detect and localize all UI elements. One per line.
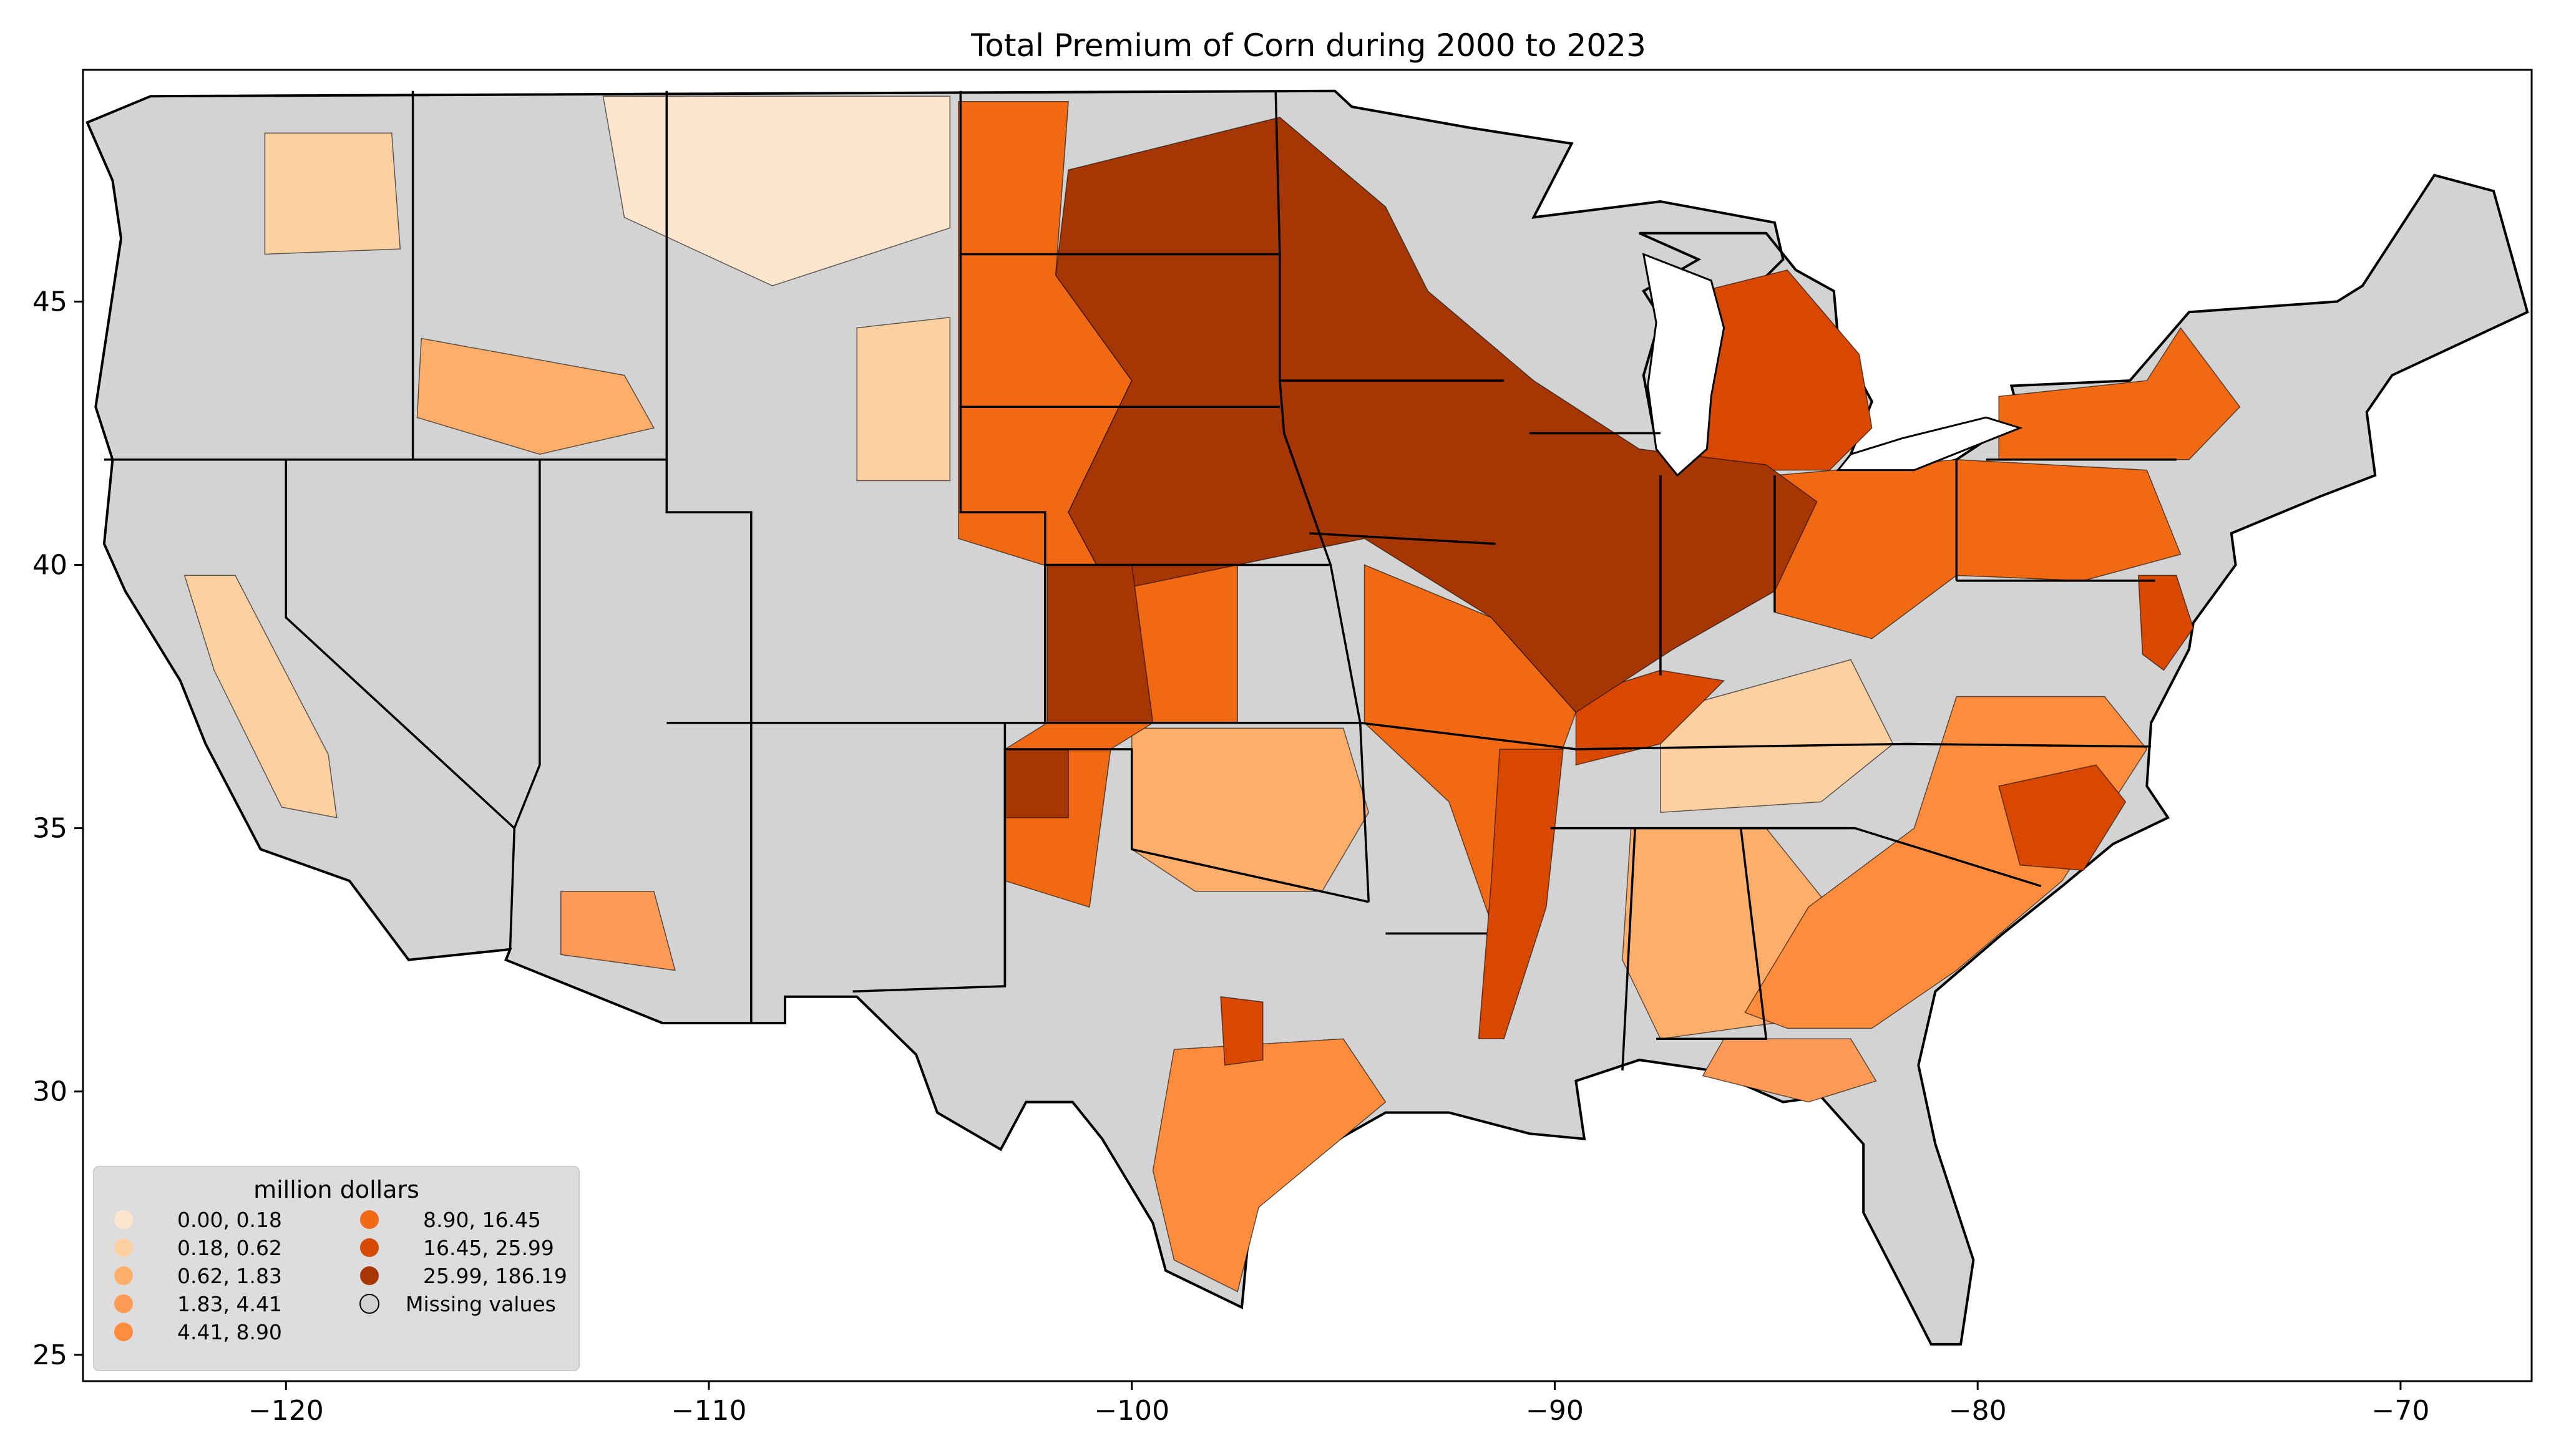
legend-swatch bbox=[359, 1294, 379, 1314]
y-tick-label: 25 bbox=[32, 1339, 67, 1371]
region-texas-panhandle bbox=[1004, 749, 1069, 818]
legend-entry-label: 0.62, 1.83 bbox=[177, 1264, 282, 1288]
state-border-line bbox=[1550, 827, 2042, 888]
legend-entry-label: 4.41, 8.90 bbox=[177, 1320, 282, 1344]
region-lower-mississippi bbox=[1478, 749, 1564, 1040]
region-kentucky-tennessee-corn bbox=[1575, 669, 1725, 766]
legend: million dollars 0.00, 0.18 0.18, 0.62 0.62… bbox=[93, 1166, 580, 1371]
y-tick-label: 45 bbox=[32, 286, 67, 318]
legend-box bbox=[93, 1166, 580, 1371]
region-arizona-gila bbox=[560, 891, 676, 971]
legend-swatch bbox=[114, 1266, 133, 1285]
state-border-line bbox=[509, 459, 541, 949]
x-axis: −120 −110 −100 −90 −80 −70 bbox=[248, 1381, 2429, 1427]
lake-michigan bbox=[1642, 253, 1725, 477]
state-border-line bbox=[1309, 532, 1496, 545]
y-tick-label: 40 bbox=[32, 550, 67, 581]
x-tick-label: −70 bbox=[2371, 1395, 2429, 1427]
legend-entry-label: 16.45, 25.99 bbox=[423, 1236, 554, 1260]
region-tennessee-kentucky-east bbox=[1660, 659, 1894, 813]
legend-swatch bbox=[114, 1323, 133, 1341]
legend-entry-label: 0.18, 0.62 bbox=[177, 1236, 282, 1260]
region-idaho-snake-river bbox=[416, 337, 655, 455]
legend-swatch bbox=[360, 1210, 379, 1229]
legend-entry-label: Missing values bbox=[406, 1292, 556, 1316]
lake-erie bbox=[1836, 416, 2023, 472]
x-tick-label: −120 bbox=[248, 1395, 324, 1427]
region-central-valley bbox=[183, 575, 338, 818]
legend-swatch bbox=[114, 1238, 133, 1257]
state-borders bbox=[104, 90, 2177, 1070]
legend-swatch bbox=[114, 1294, 133, 1313]
state-border-line bbox=[1005, 722, 2152, 750]
region-central-washington bbox=[264, 132, 401, 255]
y-axis: 25 30 35 40 45 bbox=[32, 286, 83, 1371]
state-border-line bbox=[285, 459, 515, 829]
state-border-line bbox=[1656, 828, 1768, 1041]
region-delmarva bbox=[2137, 575, 2194, 671]
x-tick-label: −90 bbox=[1526, 1395, 1584, 1427]
legend-entry-label: 8.90, 16.45 bbox=[423, 1208, 541, 1232]
state-border-line bbox=[665, 90, 753, 1023]
legend-entry-label: 1.83, 4.41 bbox=[177, 1292, 282, 1316]
state-border-line bbox=[1621, 828, 1636, 1070]
x-tick-label: −80 bbox=[1949, 1395, 2007, 1427]
state-border-line bbox=[852, 748, 1369, 993]
legend-swatch bbox=[114, 1210, 133, 1229]
legend-swatch bbox=[360, 1266, 379, 1285]
region-wyoming-platte bbox=[856, 316, 951, 482]
y-tick-label: 35 bbox=[32, 813, 67, 845]
region-montana-scattered bbox=[602, 95, 951, 286]
legend-title: million dollars bbox=[253, 1176, 419, 1203]
region-oklahoma-north-texas bbox=[1131, 727, 1370, 892]
region-texas-gulf-coast bbox=[1152, 1038, 1387, 1293]
region-corn-belt-core bbox=[1055, 117, 1818, 713]
chart-title: Total Premium of Corn during 2000 to 202… bbox=[970, 27, 1646, 64]
region-central-texas bbox=[1220, 996, 1264, 1066]
plot-frame bbox=[82, 69, 2533, 1382]
county-regions bbox=[183, 95, 2241, 1293]
region-eastern-north-carolina bbox=[1998, 764, 2127, 871]
legend-swatch bbox=[360, 1238, 379, 1257]
x-tick-label: −110 bbox=[671, 1395, 747, 1427]
y-tick-label: 30 bbox=[32, 1076, 67, 1108]
legend-entry-label: 25.99, 186.19 bbox=[423, 1264, 567, 1288]
region-florida-panhandle bbox=[1702, 1038, 1877, 1103]
legend-entries: 0.00, 0.18 0.18, 0.62 0.62, 1.83 1.83, 4.41… bbox=[114, 1208, 567, 1344]
legend-entry-label: 0.00, 0.18 bbox=[177, 1208, 282, 1232]
x-tick-label: −100 bbox=[1094, 1395, 1169, 1427]
